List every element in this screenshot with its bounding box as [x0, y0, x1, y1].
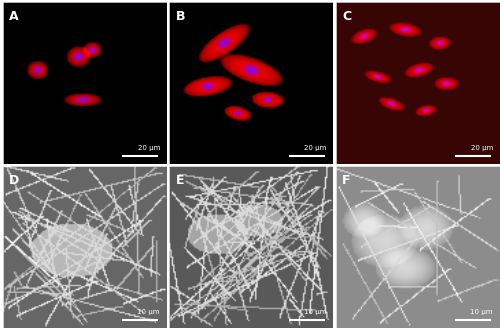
Text: 20 μm: 20 μm	[138, 145, 160, 151]
Text: D: D	[9, 174, 20, 187]
Text: E: E	[176, 174, 184, 187]
Text: 10 μm: 10 μm	[138, 309, 160, 315]
Text: C: C	[342, 10, 351, 24]
Text: 10 μm: 10 μm	[470, 309, 493, 315]
Text: 20 μm: 20 μm	[304, 145, 326, 151]
Text: 20 μm: 20 μm	[470, 145, 493, 151]
Text: 10 μm: 10 μm	[304, 309, 326, 315]
Text: B: B	[176, 10, 185, 24]
Text: A: A	[9, 10, 18, 24]
Text: F: F	[342, 174, 350, 187]
